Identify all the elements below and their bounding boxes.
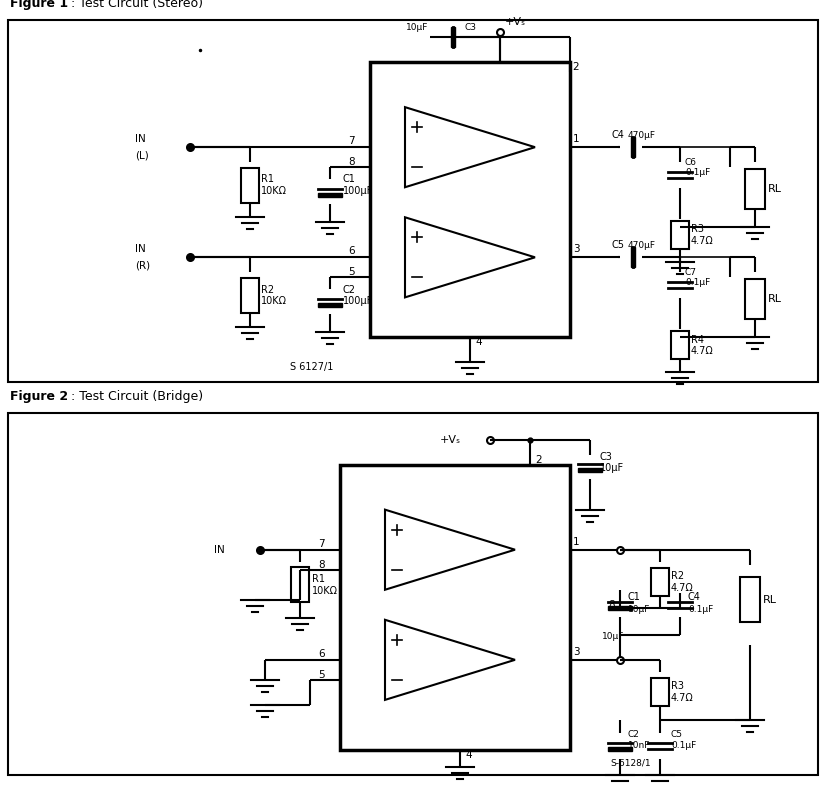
Text: R3
4.7Ω: R3 4.7Ω: [670, 681, 693, 703]
Text: RL: RL: [767, 294, 781, 305]
Text: Figure 2: Figure 2: [10, 389, 68, 403]
Text: C2
10nF: C2 10nF: [628, 730, 650, 750]
Text: 8: 8: [348, 157, 354, 167]
Text: 2: 2: [571, 62, 578, 72]
Polygon shape: [450, 27, 455, 47]
Bar: [339, 465, 570, 750]
Text: +Vₛ: +Vₛ: [440, 435, 460, 444]
Text: C1
100μF: C1 100μF: [343, 174, 373, 196]
Text: 470μF: 470μF: [628, 130, 655, 140]
Text: R1
10KΩ: R1 10KΩ: [311, 574, 338, 596]
Text: R1
10KΩ: R1 10KΩ: [261, 174, 286, 196]
Text: RL: RL: [767, 184, 781, 194]
Text: R2
10KΩ: R2 10KΩ: [261, 285, 286, 306]
Bar: [369, 62, 570, 338]
Text: 10μF: 10μF: [628, 605, 650, 615]
Text: (L): (L): [135, 150, 148, 160]
Polygon shape: [318, 193, 342, 197]
Text: 0.1μF: 0.1μF: [687, 605, 712, 615]
Text: RL: RL: [762, 595, 776, 604]
Text: 8: 8: [608, 600, 614, 610]
Text: (R): (R): [135, 261, 150, 270]
Text: 10μF: 10μF: [601, 632, 623, 641]
Text: Figure 1: Figure 1: [10, 0, 68, 10]
Text: : Test Circuit (Bridge): : Test Circuit (Bridge): [67, 389, 203, 403]
Text: C3
10μF: C3 10μF: [599, 452, 623, 473]
Polygon shape: [577, 468, 601, 472]
Text: 7: 7: [318, 539, 325, 549]
Bar: [670, 221, 688, 250]
Text: 4: 4: [474, 338, 481, 348]
Text: 5: 5: [318, 670, 325, 680]
Bar: [670, 331, 688, 360]
Text: R2
4.7Ω: R2 4.7Ω: [670, 571, 693, 593]
Text: 10μF: 10μF: [405, 23, 427, 31]
Bar: [744, 170, 764, 210]
Text: C3: C3: [465, 23, 476, 31]
Text: 6: 6: [318, 649, 325, 659]
Text: 4: 4: [465, 750, 471, 760]
Polygon shape: [607, 747, 631, 751]
Text: 8: 8: [318, 560, 325, 570]
Text: 3: 3: [572, 244, 579, 254]
Text: S 6127/1: S 6127/1: [290, 363, 333, 372]
Text: C4: C4: [611, 130, 624, 141]
Polygon shape: [318, 303, 342, 308]
Text: C5: C5: [611, 240, 624, 250]
Bar: [739, 577, 759, 623]
Bar: [650, 678, 668, 706]
Text: 1: 1: [572, 537, 579, 546]
Bar: [291, 568, 309, 602]
Text: C4: C4: [687, 592, 700, 602]
Text: R3
4.7Ω: R3 4.7Ω: [691, 225, 713, 246]
Text: 5: 5: [348, 268, 354, 277]
Text: IN: IN: [135, 134, 146, 144]
Bar: [241, 278, 258, 313]
Bar: [241, 168, 258, 203]
Text: C5
0.1μF: C5 0.1μF: [670, 730, 696, 750]
Text: C6
0.1μF: C6 0.1μF: [684, 158, 710, 177]
Text: 3: 3: [572, 647, 579, 657]
Polygon shape: [630, 247, 634, 268]
Text: 1: 1: [572, 134, 579, 144]
Text: : Test Circuit (Stereo): : Test Circuit (Stereo): [67, 0, 203, 10]
Text: IN: IN: [214, 545, 224, 555]
Bar: [650, 568, 668, 596]
Text: C7
0.1μF: C7 0.1μF: [684, 268, 710, 287]
Polygon shape: [607, 606, 631, 610]
Polygon shape: [630, 137, 634, 157]
Bar: [744, 279, 764, 319]
Text: 470μF: 470μF: [628, 241, 655, 250]
Text: 6: 6: [348, 246, 354, 257]
Text: 2: 2: [534, 455, 541, 465]
Text: IN: IN: [135, 244, 146, 254]
Text: C2
100μF: C2 100μF: [343, 285, 373, 306]
Text: +Vₛ: +Vₛ: [504, 17, 526, 27]
Text: C1: C1: [628, 592, 640, 602]
Text: R4
4.7Ω: R4 4.7Ω: [691, 334, 713, 356]
Text: 7: 7: [348, 136, 354, 146]
Text: S-6128/1: S-6128/1: [609, 758, 650, 768]
